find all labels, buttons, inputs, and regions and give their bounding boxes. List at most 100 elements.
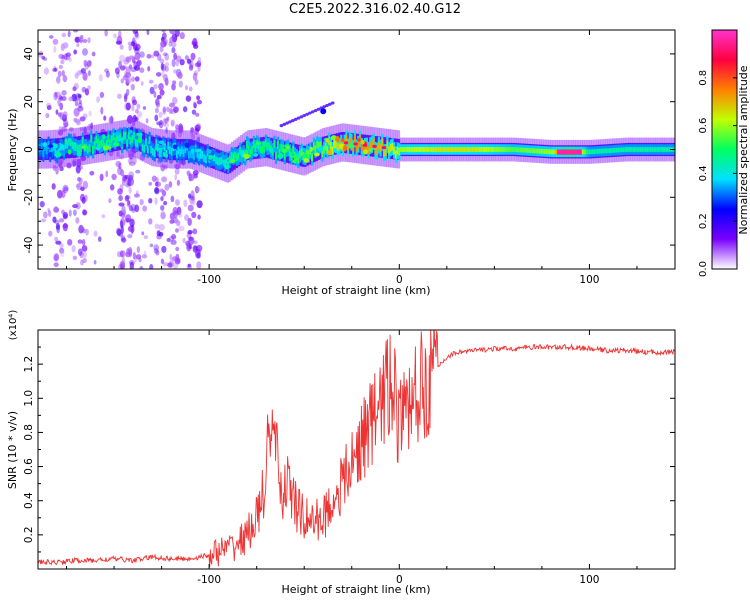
heatmap-cell xyxy=(540,148,543,154)
heatmap-cell xyxy=(357,140,360,149)
heatmap-cell xyxy=(93,230,98,237)
heatmap-cell xyxy=(381,138,384,147)
heatmap-cell xyxy=(115,40,123,45)
heatmap-cell xyxy=(174,174,178,181)
heatmap-cell xyxy=(198,153,201,161)
heatmap-cell xyxy=(238,157,244,163)
heatmap-cell xyxy=(629,147,632,152)
heatmap-cell xyxy=(81,196,86,204)
heatmap-cell xyxy=(188,173,195,182)
heatmap-cell xyxy=(191,150,194,159)
heatmap-cell xyxy=(119,65,126,71)
heatmap-cell xyxy=(384,148,387,157)
heatmap-cell xyxy=(134,204,140,213)
heatmap-cell xyxy=(72,142,77,148)
heatmap-cell xyxy=(149,243,154,248)
heatmap-cell xyxy=(58,53,64,60)
heatmap-cell xyxy=(446,147,449,152)
heatmap-cell xyxy=(487,147,490,152)
heatmap-cell xyxy=(170,119,174,127)
heatmap-cell xyxy=(68,57,72,63)
heatmap-cell xyxy=(62,114,67,122)
heatmap-cell xyxy=(173,261,179,269)
heatmap-cell xyxy=(176,55,182,62)
heatmap-cell xyxy=(77,239,83,244)
heatmap-cell xyxy=(232,152,235,161)
heatmap-cell xyxy=(475,147,478,152)
heatmap-cell xyxy=(230,151,233,160)
heatmap-cell xyxy=(142,205,148,212)
heatmap-cell xyxy=(655,147,658,152)
heatmap-cell xyxy=(310,110,315,114)
heatmap-cell xyxy=(60,114,67,119)
heatmap-cell xyxy=(118,162,122,170)
heatmap-cell xyxy=(148,136,151,144)
heatmap-cell xyxy=(316,140,319,149)
heatmap-cell xyxy=(422,147,425,152)
heatmap-cell xyxy=(196,244,203,252)
heatmap-cell xyxy=(177,71,183,80)
heatmap-cell xyxy=(420,147,423,152)
heatmap-cell xyxy=(146,145,149,154)
spectrogram-heatmap xyxy=(38,30,675,269)
heatmap-cell xyxy=(143,250,147,256)
heatmap-cell xyxy=(139,198,144,206)
heatmap-cell xyxy=(449,147,452,152)
heatmap-cell xyxy=(60,59,65,65)
heatmap-cell xyxy=(453,147,456,152)
heatmap-cell xyxy=(352,144,355,152)
heatmap-cell xyxy=(55,76,61,84)
heatmap-cell xyxy=(150,145,153,154)
heatmap-cell xyxy=(189,150,192,158)
heatmap-cell xyxy=(312,142,315,150)
heatmap-cell xyxy=(80,68,86,74)
heatmap-cell xyxy=(362,143,368,147)
heatmap-cell xyxy=(509,147,512,152)
heatmap-cell xyxy=(169,212,175,221)
heatmap-cell xyxy=(52,216,57,224)
heatmap-cell xyxy=(48,151,53,158)
heatmap-cell xyxy=(60,249,65,258)
heatmap-cell xyxy=(105,170,109,178)
heatmap-cell xyxy=(441,147,444,152)
heatmap-cell xyxy=(136,139,139,148)
heatmap-cell xyxy=(153,50,160,57)
heatmap-cell xyxy=(143,235,149,239)
heatmap-cell xyxy=(175,228,179,233)
heatmap-cell xyxy=(161,245,167,253)
heatmap-cell xyxy=(109,139,112,147)
heatmap-cell xyxy=(382,148,385,157)
heatmap-cell xyxy=(52,67,57,73)
heatmap-cell xyxy=(268,142,271,150)
heatmap-cell xyxy=(108,198,112,204)
heatmap-cell xyxy=(131,104,135,112)
heatmap-cell xyxy=(135,169,141,174)
heatmap-cell xyxy=(333,140,336,148)
heatmap-cell xyxy=(121,205,126,214)
heatmap-cell xyxy=(340,138,345,142)
heatmap-cell xyxy=(170,147,173,156)
heatmap-cell xyxy=(303,157,310,163)
spectrogram-y-ticks: -40 -20 0 20 40 xyxy=(23,29,675,270)
heatmap-cell xyxy=(193,151,196,160)
heatmap-cell xyxy=(550,149,553,155)
heatmap-cell xyxy=(79,116,86,122)
colorbar-tick-label: 0.8 xyxy=(698,70,709,86)
heatmap-cell xyxy=(120,225,124,234)
heatmap-cell xyxy=(340,139,343,148)
heatmap-cell xyxy=(58,64,63,70)
heatmap-cell xyxy=(173,106,179,113)
heatmap-cell xyxy=(128,205,133,212)
heatmap-cell xyxy=(111,173,117,181)
heatmap-cell xyxy=(314,145,317,154)
heatmap-cell xyxy=(533,148,536,154)
heatmap-cell xyxy=(665,147,668,152)
heatmap-cell xyxy=(86,60,92,68)
snr-x-axis-label: Height of straight line (km) xyxy=(281,583,430,596)
heatmap-cell xyxy=(296,116,301,120)
heatmap-cell xyxy=(302,113,307,118)
heatmap-cell xyxy=(229,159,236,164)
heatmap-cell xyxy=(140,81,144,86)
heatmap-cell xyxy=(80,144,83,152)
heatmap-cell xyxy=(555,149,558,155)
